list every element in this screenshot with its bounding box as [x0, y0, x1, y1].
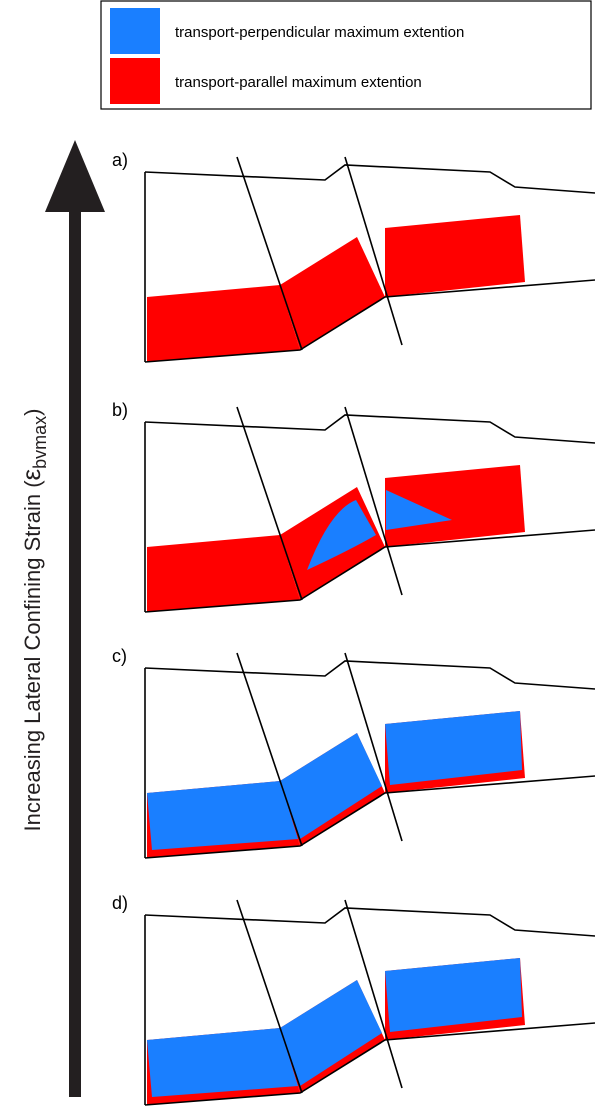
axis-label-symbol: ε [16, 468, 46, 480]
legend: transport-perpendicular maximum extentio… [101, 1, 591, 109]
panel-label: b) [112, 400, 128, 420]
axis-label-subscript: bvmax [30, 416, 50, 469]
panel: c) [112, 646, 595, 858]
panel-label: a) [112, 150, 128, 170]
legend-swatch [110, 58, 160, 104]
diagram: transport-perpendicular maximum extentio… [0, 0, 595, 1110]
panel-label: c) [112, 646, 127, 666]
legend-label: transport-parallel maximum extention [175, 74, 422, 91]
axis-label-text: ) [20, 409, 45, 416]
legend-box [101, 1, 591, 109]
legend-label: transport-perpendicular maximum extentio… [175, 24, 464, 41]
panel-label: d) [112, 893, 128, 913]
legend-swatch [110, 8, 160, 54]
axis-label: Increasing Lateral Confining Strain (εbv… [16, 409, 50, 832]
axis-label-text: Increasing Lateral Confining Strain ( [20, 480, 45, 832]
panel: a) [112, 150, 595, 362]
panel: d) [112, 893, 595, 1105]
strain-arrow [45, 140, 105, 1097]
panel: b) [112, 400, 595, 612]
